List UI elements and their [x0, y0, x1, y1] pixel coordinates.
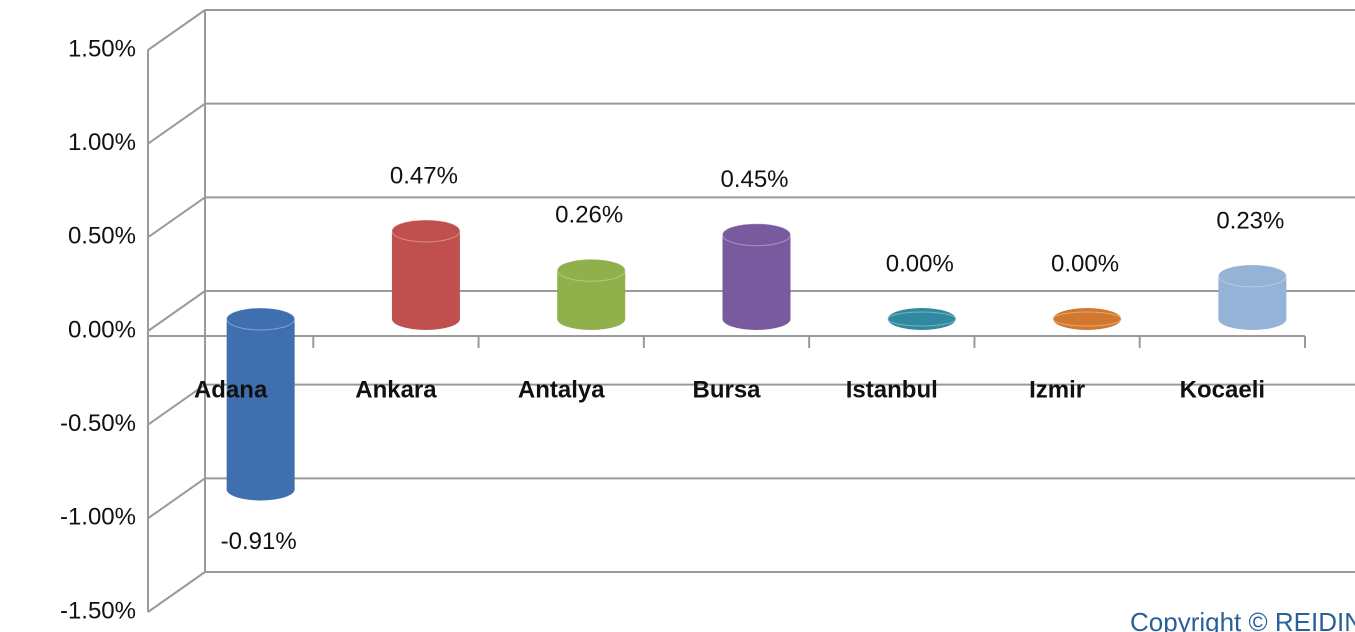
y-tick-label: -1.50%	[60, 597, 136, 624]
bar	[887, 308, 957, 330]
value-label: 0.00%	[1051, 250, 1119, 277]
bar	[1052, 308, 1122, 330]
x-tick-label: Antalya	[518, 376, 605, 403]
bar-cap	[1052, 311, 1122, 327]
bar	[1217, 264, 1287, 330]
bar	[556, 258, 626, 330]
y-tick-label: -1.00%	[60, 504, 136, 531]
copyright: Copyright © REIDIN.com	[1130, 607, 1355, 632]
bar	[722, 223, 791, 330]
y-tick-label: 1.50%	[68, 35, 136, 62]
x-tick-label: Kocaeli	[1180, 376, 1265, 403]
grid-line-side	[147, 571, 206, 613]
bar-body	[391, 230, 460, 319]
bar-cap	[226, 307, 296, 331]
y-tick-label: 0.00%	[68, 316, 136, 343]
bar-end	[1218, 308, 1287, 330]
bar-end	[722, 308, 791, 330]
grid-line-side	[147, 383, 206, 426]
value-label: 0.26%	[555, 202, 623, 229]
grid-line-side	[147, 9, 206, 51]
x-tick-label: Adana	[194, 376, 268, 403]
bar-end	[226, 478, 295, 501]
grid-line-side	[147, 477, 206, 520]
value-label: 0.23%	[1216, 207, 1284, 234]
bar-cap	[1217, 264, 1287, 288]
bar-end	[557, 308, 626, 330]
bar-cap	[391, 219, 461, 243]
bar-cap	[887, 311, 957, 327]
grid-line-side	[147, 290, 206, 332]
y-tick-label: -0.50%	[60, 410, 136, 437]
value-label: 0.47%	[390, 162, 458, 189]
x-tick-label: Izmir	[1029, 376, 1085, 403]
y-tick-label: 0.50%	[68, 223, 136, 250]
y-tick-label: 1.00%	[68, 129, 136, 156]
value-label: -0.91%	[221, 528, 297, 555]
grid-line-side	[147, 102, 206, 145]
x-tick-label: Bursa	[692, 376, 761, 403]
x-tick-label: Ankara	[355, 376, 437, 403]
bar-body	[226, 319, 295, 490]
value-label: 0.45%	[720, 166, 788, 193]
bar-cap	[556, 258, 626, 282]
bar	[391, 219, 461, 330]
bar-body	[722, 234, 791, 319]
bar-end	[391, 308, 460, 330]
x-tick-label: Istanbul	[846, 376, 938, 403]
bar	[226, 307, 296, 501]
bar-cap	[722, 223, 791, 247]
value-label: 0.00%	[886, 250, 954, 277]
grid-line-side	[147, 196, 206, 239]
